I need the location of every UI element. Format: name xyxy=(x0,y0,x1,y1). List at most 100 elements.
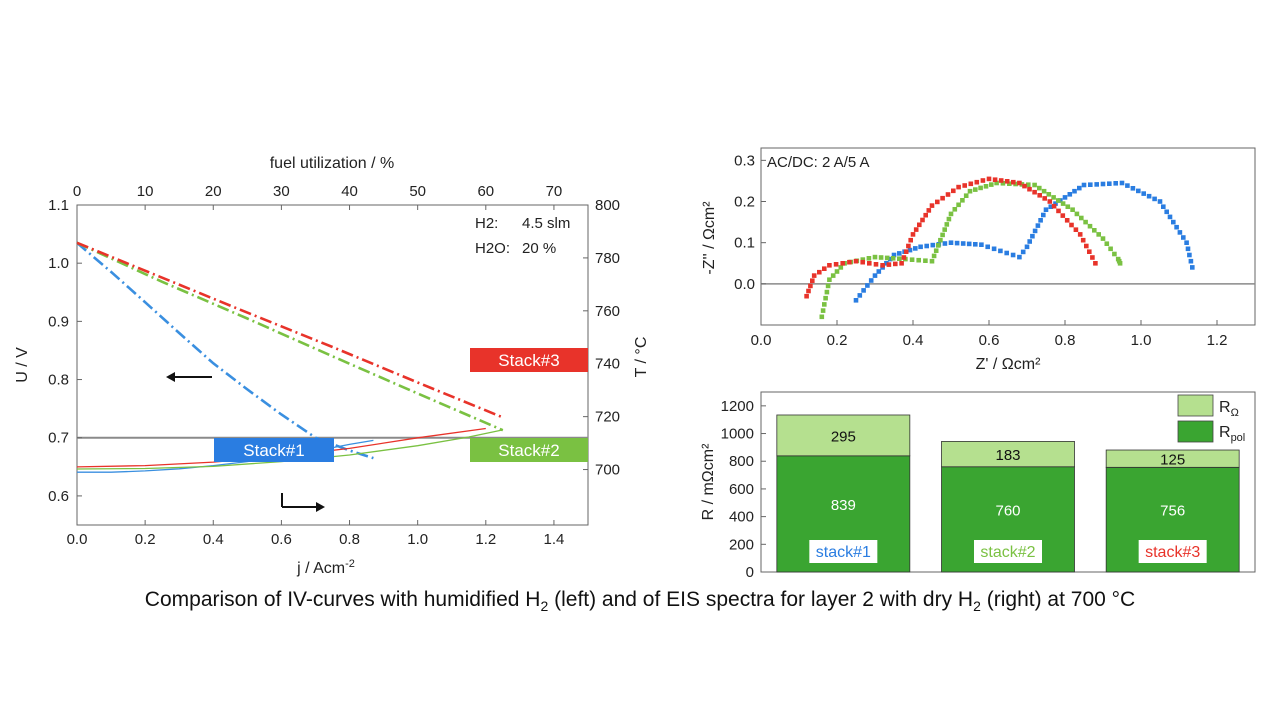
eis-point xyxy=(853,258,859,264)
eis-point xyxy=(873,262,879,267)
eis-point xyxy=(966,241,972,247)
iv-x2-tick-label: 30 xyxy=(273,183,290,200)
resistance-y-tick-label: 1000 xyxy=(721,426,754,443)
iv-y-tick-label: 0.9 xyxy=(48,313,69,330)
eis-point xyxy=(1083,219,1088,225)
eis-point xyxy=(923,212,928,218)
eis-x-tick-label: 0.4 xyxy=(903,332,924,349)
resistance-bar-group-stack1: 295 839 stack#1 xyxy=(776,414,911,573)
eis-point xyxy=(1181,235,1186,240)
legend-item-r-ohm: RΩ xyxy=(1177,394,1239,419)
eis-point xyxy=(1174,224,1179,230)
eis-point xyxy=(973,242,978,247)
eis-point xyxy=(1041,212,1046,218)
eis-point xyxy=(1092,228,1097,233)
iv-y-tick-label: 0.8 xyxy=(48,372,69,389)
eis-point xyxy=(979,242,984,247)
eis-point xyxy=(903,249,909,254)
iv-y2-tick-label: 700 xyxy=(595,462,620,479)
eis-point xyxy=(820,308,826,313)
iv-voltage-line-stack2 xyxy=(76,241,504,432)
eis-point xyxy=(825,283,831,289)
eis-point xyxy=(1067,192,1073,197)
eis-point xyxy=(942,227,947,232)
eis-point xyxy=(960,198,965,203)
eis-point xyxy=(954,240,960,246)
resistance-y-tick-label: 400 xyxy=(729,509,754,526)
legend-item-r-pol: Rpol xyxy=(1177,420,1245,444)
eis-point xyxy=(1030,233,1035,239)
eis-point xyxy=(1004,250,1009,256)
eis-point xyxy=(1108,246,1113,252)
resistance-y-tick-label: 1200 xyxy=(721,398,754,415)
resistance-bar-group-stack3: 125 756 stack#3 xyxy=(1105,449,1240,573)
eis-x-tick-label: 0.0 xyxy=(751,332,772,349)
resistance-legend: RΩ Rpol xyxy=(1177,394,1245,444)
eis-x-ticks: 0.0 0.2 0.4 0.6 0.8 1.0 1.2 xyxy=(751,320,1227,349)
stack1-label: Stack#1 xyxy=(214,438,334,462)
eis-point xyxy=(808,283,813,289)
eis-y-tick-label: 0.2 xyxy=(734,194,755,211)
eis-point xyxy=(929,258,935,264)
eis-chart: 0.0 0.2 0.4 0.6 0.8 1.0 1.2 0.0 0.1 0.2 0.3 AC/DC… xyxy=(701,147,1256,373)
eis-point xyxy=(1032,228,1038,234)
eis-point xyxy=(1093,261,1098,266)
category-label-box xyxy=(809,540,878,563)
eis-point xyxy=(1187,252,1192,258)
eis-point xyxy=(1090,255,1095,260)
eis-point xyxy=(929,203,935,208)
eis-point xyxy=(956,184,961,190)
iv-condition-h2-value: 4.5 slm xyxy=(522,215,570,232)
eis-plot-frame xyxy=(760,147,1256,326)
iv-condition-h2o-label: H2O: xyxy=(475,240,510,257)
iv-x-axis-label-main: j / Acm xyxy=(296,560,345,577)
eis-point xyxy=(1051,203,1057,209)
eis-point xyxy=(1017,180,1022,186)
eis-point xyxy=(1035,223,1041,228)
eis-point xyxy=(1094,182,1099,187)
eis-point xyxy=(908,237,913,243)
iv-y-axis-label: U / V xyxy=(14,347,31,383)
iv-x-tick-label: 0.6 xyxy=(271,531,292,548)
iv-y-tick-label: 1.1 xyxy=(48,197,69,214)
eis-point xyxy=(811,273,817,278)
resistance-y-tick-label: 600 xyxy=(729,481,754,498)
eis-title: AC/DC: 2 A/5 A xyxy=(767,154,870,171)
eis-point xyxy=(1056,198,1061,203)
iv-y2-tick-label: 760 xyxy=(595,303,620,320)
eis-point xyxy=(1073,227,1079,232)
eis-point xyxy=(948,240,954,245)
eis-point xyxy=(930,242,936,248)
eis-point xyxy=(1141,191,1146,196)
iv-y2-axis-label: T / °C xyxy=(633,337,650,378)
eis-point xyxy=(1051,195,1056,200)
eis-point xyxy=(886,262,892,267)
eis-point xyxy=(935,199,940,205)
eis-y-ticks: 0.0 0.1 0.2 0.3 xyxy=(734,152,766,293)
eis-point xyxy=(926,208,932,213)
resistance-chart: 0 200 400 600 800 1000 1200 295 839 stack#1 183 76… xyxy=(700,391,1256,581)
eis-point xyxy=(1088,182,1093,187)
eis-point xyxy=(910,232,916,237)
eis-point xyxy=(1080,237,1086,243)
iv-x2-tick-label: 70 xyxy=(546,183,563,200)
iv-voltage-line-stack3 xyxy=(76,241,504,419)
iv-chart: 0.0 0.2 0.4 0.6 0.8 1.0 1.2 1.4 0.6 0.7 0.8 0.9 1.0… xyxy=(14,155,650,577)
eis-point xyxy=(884,255,890,261)
iv-x-tick-label: 0.0 xyxy=(67,531,88,548)
eis-point xyxy=(1188,258,1194,264)
resistance-y-ticks: 0 200 400 600 800 1000 1200 xyxy=(721,398,766,581)
iv-y2-tick-label: 780 xyxy=(595,250,620,267)
resistance-value-rohm: 125 xyxy=(1160,452,1185,469)
resistance-y-tick-label: 800 xyxy=(729,453,754,470)
eis-point xyxy=(865,283,870,288)
eis-point xyxy=(1004,179,1010,184)
eis-point xyxy=(1119,180,1125,186)
eis-point xyxy=(1152,196,1157,202)
eis-point xyxy=(1100,236,1106,241)
eis-point xyxy=(952,207,958,212)
eis-point xyxy=(985,244,990,250)
resistance-y-axis-label: R / mΩcm² xyxy=(700,443,717,521)
eis-point xyxy=(980,178,986,183)
eis-point xyxy=(918,244,923,250)
